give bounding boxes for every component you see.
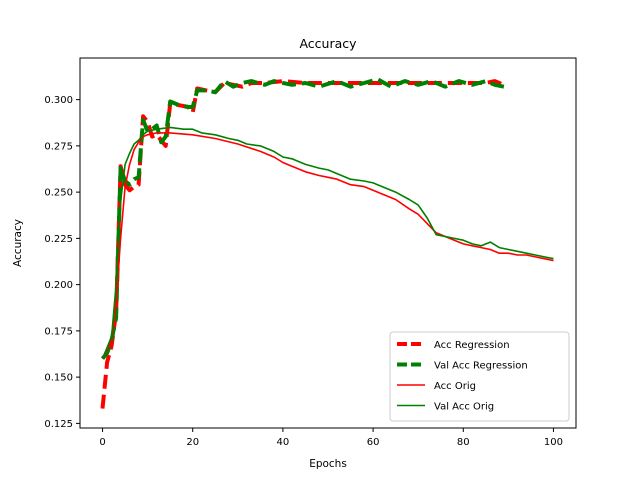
y-tick-label: 0.175	[44, 326, 73, 337]
series-line-val-acc-orig	[101, 126, 554, 359]
x-tick-label: 80	[457, 437, 470, 448]
legend: Acc Regression Val Acc Regression Acc Orig…	[389, 331, 570, 422]
legend-label: Val Acc Regression	[434, 361, 528, 372]
x-tick-label: 40	[277, 437, 290, 448]
y-tick-label: 0.200	[44, 280, 73, 291]
y-tick-label: 0.250	[44, 188, 73, 199]
y-tick-label: 0.125	[44, 419, 73, 430]
legend-label: Acc Regression	[434, 340, 510, 351]
chart-title: Accuracy	[299, 36, 357, 51]
y-axis-label: Accuracy	[12, 219, 24, 267]
plot-area-frame	[79, 57, 577, 429]
x-axis-label: Epochs	[309, 458, 347, 470]
x-tick-label: 0	[99, 437, 105, 448]
legend-box	[389, 331, 570, 422]
plot-series	[100, 77, 554, 409]
y-tick-label: 0.150	[44, 373, 73, 384]
y-tick-label: 0.300	[44, 95, 73, 106]
x-axis: 0 20 40 60 80 100	[99, 428, 563, 448]
x-tick-label: 60	[367, 437, 380, 448]
x-tick-label: 20	[186, 437, 199, 448]
y-axis: 0.125 0.150 0.175 0.200 0.225 0.250 0.275 0.300	[44, 95, 80, 430]
y-tick-label: 0.225	[44, 234, 73, 245]
y-tick-label: 0.275	[44, 141, 73, 152]
x-tick-label: 100	[544, 437, 563, 448]
series-line-acc-orig	[101, 132, 554, 359]
series-line-val-acc-regression	[100, 77, 505, 360]
legend-label: Acc Orig	[434, 381, 476, 392]
legend-label: Val Acc Orig	[434, 402, 494, 413]
